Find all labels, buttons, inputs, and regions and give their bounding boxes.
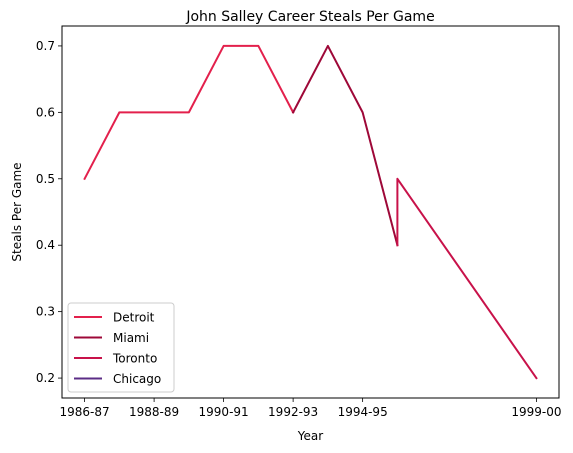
legend-label-toronto: Toronto — [112, 352, 157, 366]
x-axis: 1986-87 1988-89 1990-91 1992-93 1994-95 1999-… — [60, 398, 561, 419]
plot-frame — [61, 25, 560, 399]
legend-label-miami: Miami — [113, 331, 149, 345]
series-line-miami — [291, 44, 399, 247]
y-tick-label: 0.4 — [36, 238, 55, 252]
legend-label-chicago: Chicago — [113, 372, 161, 386]
x-tick-label: 1986-87 — [60, 405, 110, 419]
legend-label-detroit: Detroit — [113, 311, 155, 325]
y-axis: 0.2 0.3 0.4 0.5 0.6 0.7 — [36, 39, 62, 385]
x-tick-label: 1990-91 — [199, 405, 249, 419]
legend-box — [67, 302, 175, 393]
y-tick-label: 0.6 — [36, 105, 55, 119]
chart-title: John Salley Career Steals Per Game — [185, 9, 434, 25]
y-tick-label: 0.5 — [36, 172, 55, 186]
y-tick-label: 0.2 — [36, 371, 55, 385]
x-tick-label: 1992-93 — [268, 405, 318, 419]
legend: Detroit Miami Toronto Chicago — [67, 302, 175, 393]
x-tick-label: 1988-89 — [129, 405, 179, 419]
x-tick-label: 1999-00 — [511, 405, 561, 419]
y-axis-title: Steals Per Game — [10, 162, 24, 261]
x-tick-label: 1994-95 — [338, 405, 388, 419]
x-axis-title: Year — [297, 429, 323, 443]
series-line-detroit — [83, 44, 295, 181]
y-tick-label: 0.7 — [36, 39, 55, 53]
plot-area — [83, 44, 538, 380]
y-tick-label: 0.3 — [36, 305, 55, 319]
series-line-toronto — [396, 177, 538, 380]
